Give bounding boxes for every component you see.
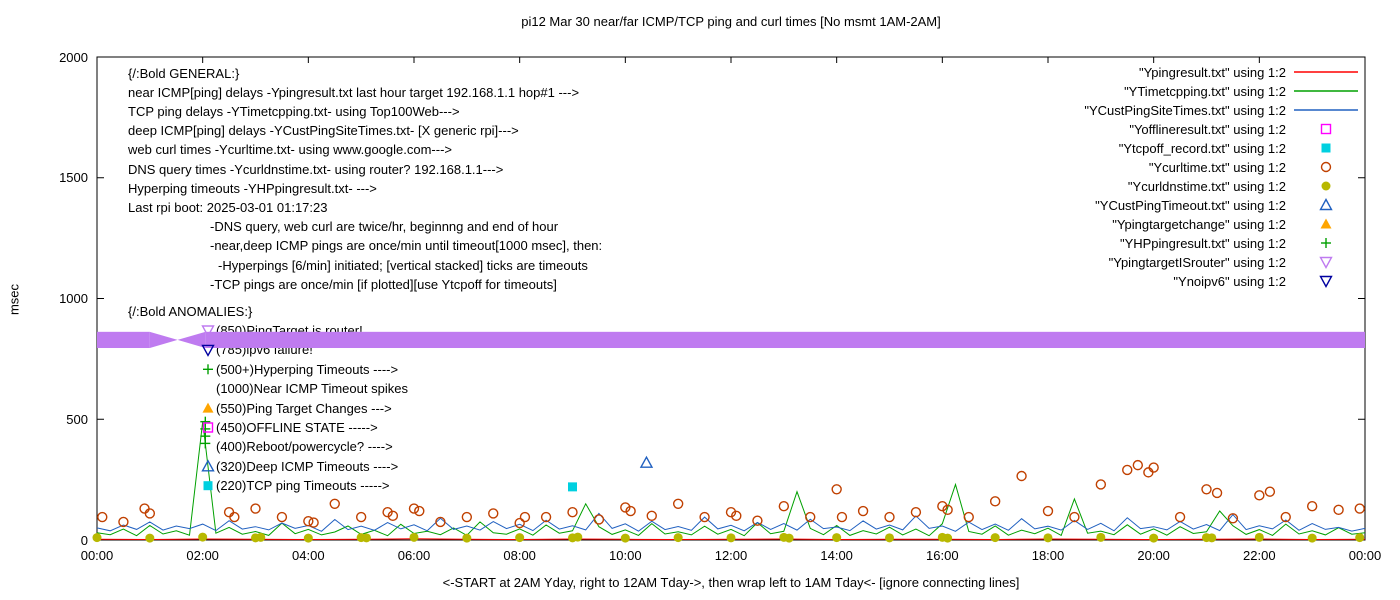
y-tick-label: 2000 — [59, 49, 88, 65]
x-tick-label: 02:00 — [186, 547, 219, 563]
x-tick-label: 16:00 — [926, 547, 959, 563]
legend-label: "YTimetcpping.txt" using 1:2 — [1124, 83, 1286, 99]
legend-label: "YHPpingresult.txt" using 1:2 — [1119, 235, 1286, 251]
legend-label: "YCustPingSiteTimes.txt" using 1:2 — [1084, 102, 1286, 118]
annotation-line: -near,deep ICMP pings are once/min until… — [210, 238, 603, 254]
annotation-line: -TCP pings are once/min [if plotted][use… — [210, 276, 557, 292]
x-tick-label: 00:00 — [80, 547, 114, 563]
anomaly-line: (320)Deep ICMP Timeouts ----> — [216, 458, 399, 474]
anomaly-line: (1000)Near ICMP Timeout spikes — [216, 381, 408, 397]
annotation-line: -DNS query, web curl are twice/hr, begin… — [210, 219, 559, 235]
anomaly-line: (450)OFFLINE STATE -----> — [216, 420, 378, 435]
x-tick-label: 04:00 — [292, 547, 325, 563]
chart-title: pi12 Mar 30 near/far ICMP/TCP ping and c… — [521, 14, 941, 29]
x-axis-label: <-START at 2AM Yday, right to 12AM Tday-… — [442, 575, 1020, 590]
x-tick-label: 08:00 — [503, 547, 536, 563]
annotation-line: DNS query times -Ycurldnstime.txt- using… — [128, 161, 504, 177]
x-tick-label: 18:00 — [1031, 547, 1065, 563]
annotation-line: Last rpi boot: 2025-03-01 01:17:23 — [128, 199, 328, 215]
anomaly-line: (550)Ping Target Changes ---> — [216, 400, 392, 416]
x-tick-label: 00:00 — [1348, 547, 1382, 563]
legend-label: "Ytcpoff_record.txt" using 1:2 — [1118, 140, 1286, 156]
annotation-line: -Hyperpings [6/min] initiated; [vertical… — [218, 257, 588, 273]
annotation-line: TCP ping delays -YTimetcpping.txt- using… — [128, 103, 460, 119]
y-tick-label: 1000 — [59, 291, 88, 306]
legend-label: "Ycurltime.txt" using 1:2 — [1148, 159, 1286, 175]
x-tick-label: 14:00 — [820, 547, 853, 563]
x-tick-label: 12:00 — [714, 547, 748, 563]
anomaly-line: (400)Reboot/powercycle? ----> — [216, 439, 393, 455]
anomaly-line: (500+)Hyperping Timeouts ----> — [216, 361, 399, 377]
annotation-line: Hyperping timeouts -YHPpingresult.txt- -… — [128, 180, 377, 196]
anomaly-line: (785)ipv6 failure! — [216, 342, 313, 358]
annotation-line: deep ICMP[ping] delays -YCustPingSiteTim… — [128, 123, 519, 139]
legend-label: "Ynoipv6" using 1:2 — [1173, 273, 1286, 289]
legend-label: "Ypingresult.txt" using 1:2 — [1138, 64, 1286, 80]
anomaly-line: (850)PingTarget is router! — [216, 323, 363, 338]
x-tick-label: 06:00 — [397, 547, 431, 563]
anomaly-line: (220)TCP ping Timeouts -----> — [216, 478, 390, 494]
legend-label: "Ypingtargetchange" using 1:2 — [1112, 216, 1286, 232]
x-tick-label: 22:00 — [1243, 547, 1276, 563]
legend-label: "Yofflineresult.txt" using 1:2 — [1129, 121, 1286, 137]
legend-label: "Ycurldnstime.txt" using 1:2 — [1127, 178, 1286, 194]
annotation-line: near ICMP[ping] delays -Ypingresult.txt … — [128, 84, 580, 100]
annotation-line: {/:Bold GENERAL:} — [128, 65, 240, 81]
legend-label: "YCustPingTimeout.txt" using 1:2 — [1095, 197, 1286, 213]
x-tick-label: 10:00 — [609, 547, 642, 563]
y-tick-label: 500 — [66, 411, 88, 427]
y-tick-label: 1500 — [59, 170, 88, 186]
annotation-line: web curl times -Ycurltime.txt- using www… — [128, 142, 453, 158]
x-tick-label: 20:00 — [1137, 547, 1170, 563]
y-tick-label: 0 — [80, 532, 88, 548]
anomalies-header: {/:Bold ANOMALIES:} — [128, 303, 253, 319]
legend-label: "YpingtargetISrouter" using 1:2 — [1108, 254, 1286, 270]
